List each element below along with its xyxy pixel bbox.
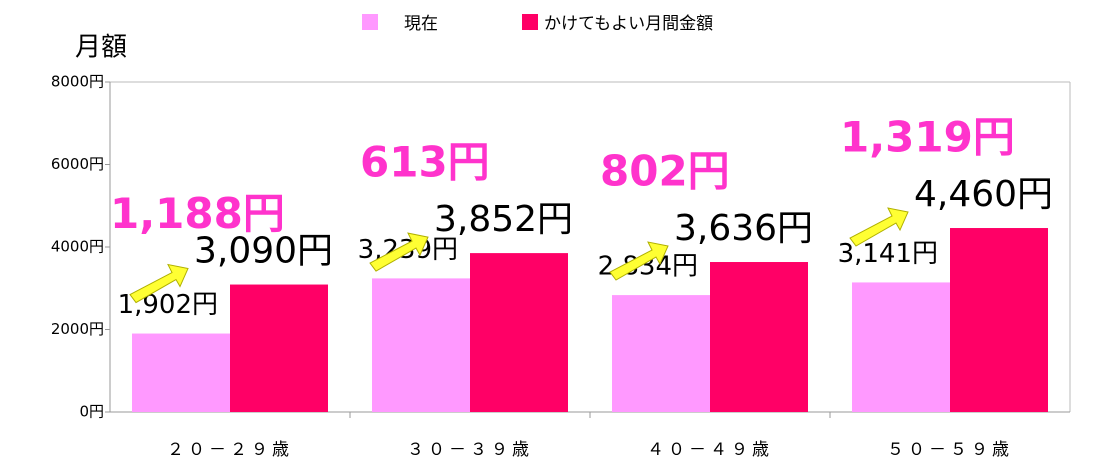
y-tick-label: 4000円 — [51, 238, 104, 256]
x-tick-label: ２０－２９歳 — [167, 440, 293, 460]
x-tick-label: ５０－５９歳 — [887, 440, 1013, 460]
bar — [230, 284, 328, 412]
y-axis-label: 月額 — [75, 33, 127, 63]
annotation: 613円 — [360, 138, 490, 187]
value-label: 3,636円 — [674, 208, 813, 249]
y-tick-label: 0円 — [79, 403, 104, 421]
legend-label: かけてもよい月間金額 — [544, 14, 713, 34]
arrow — [849, 207, 909, 247]
bar — [612, 295, 710, 412]
y-tick-label: 6000円 — [51, 155, 104, 173]
bar — [132, 333, 230, 412]
y-tick-label: 2000円 — [51, 320, 104, 338]
annotation: 802円 — [600, 147, 730, 196]
value-label: 3,852円 — [434, 199, 573, 240]
x-tick-label: ３０－３９歳 — [407, 440, 533, 460]
annotation: 1,319円 — [840, 113, 1015, 162]
bar — [372, 278, 470, 412]
value-label: 3,090円 — [194, 231, 333, 272]
value-label: 4,460円 — [914, 174, 1053, 215]
arrow — [609, 241, 669, 281]
legend-swatch — [522, 14, 538, 30]
legend-label: 現在 — [404, 14, 438, 34]
y-tick-label: 8000円 — [51, 73, 104, 91]
annotation: 1,188円 — [110, 189, 285, 238]
x-tick-label: ４０－４９歳 — [647, 440, 773, 460]
value-label: 3,141円 — [838, 239, 938, 269]
legend-swatch — [362, 14, 378, 30]
arrow — [129, 263, 189, 304]
arrow — [369, 232, 429, 272]
bar — [470, 253, 568, 412]
bar — [950, 228, 1048, 412]
bar — [710, 262, 808, 412]
bar — [852, 282, 950, 412]
